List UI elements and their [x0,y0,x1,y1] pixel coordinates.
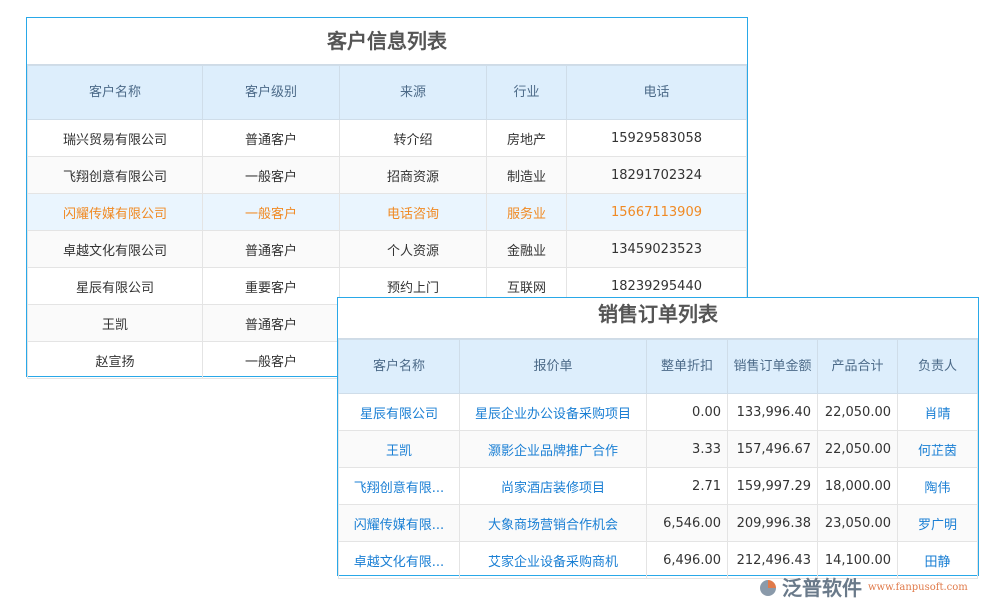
column-header[interactable]: 客户名称 [338,339,460,394]
table-row[interactable]: 卓越文化有限公司 普通客户 个人资源 金融业 13459023523 [27,230,747,268]
table-cell: 22,050.00 [817,393,898,431]
table-cell[interactable]: 灏影企业品牌推广合作 [459,430,647,468]
table-cell: 个人资源 [339,230,487,268]
table-cell[interactable]: 王凯 [338,430,460,468]
table-cell: 一般客户 [202,156,340,194]
column-header[interactable]: 产品合计 [817,339,898,394]
column-header[interactable]: 负责人 [897,339,978,394]
table-cell: 赵宣扬 [27,341,203,379]
table-cell: 209,996.38 [727,504,818,542]
table-cell: 王凯 [27,304,203,342]
table-cell: 22,050.00 [817,430,898,468]
table-cell[interactable]: 星辰企业办公设备采购项目 [459,393,647,431]
column-header[interactable]: 整单折扣 [646,339,728,394]
table-cell: 18291702324 [566,156,747,194]
table-cell[interactable]: 大象商场营销合作机会 [459,504,647,542]
column-header[interactable]: 客户名称 [27,65,203,120]
table-cell: 转介绍 [339,119,487,157]
table-cell: 15667113909 [566,193,747,231]
column-header[interactable]: 客户级别 [202,65,340,120]
column-header[interactable]: 报价单 [459,339,647,394]
table-cell: 飞翔创意有限公司 [27,156,203,194]
table-row[interactable]: 飞翔创意有限公司 一般客户 招商资源 制造业 18291702324 [27,156,747,194]
fanpusoft-logo: 泛普软件 www.fanpusoft.com [760,577,968,599]
table-cell[interactable]: 星辰有限公司 [338,393,460,431]
table-row[interactable]: 飞翔创意有限... 尚家酒店装修项目 2.71 159,997.29 18,000.00… [338,467,978,505]
table-cell: 普通客户 [202,304,340,342]
table-row[interactable]: 星辰有限公司 星辰企业办公设备采购项目 0.00 133,996.40 22,050.0… [338,393,978,431]
table-cell[interactable]: 田静 [897,541,978,579]
table-cell: 电话咨询 [339,193,487,231]
table-row[interactable]: 王凯 灏影企业品牌推广合作 3.33 157,496.67 22,050.00 何芷茵 [338,430,978,468]
table-row[interactable]: 闪耀传媒有限... 大象商场营销合作机会 6,546.00 209,996.38 23,… [338,504,978,542]
table-cell: 招商资源 [339,156,487,194]
logo-url: www.fanpusoft.com [868,582,968,593]
table-cell: 重要客户 [202,267,340,305]
table-cell: 一般客户 [202,341,340,379]
sales-order-list-panel: 销售订单列表 客户名称 报价单 整单折扣 销售订单金额 产品合计 负责人 星辰有限公司 星辰企… [337,297,979,579]
table-row[interactable]: 卓越文化有限... 艾家企业设备采购商机 6,496.00 212,496.43 14,… [338,541,978,579]
table-cell[interactable]: 罗广明 [897,504,978,542]
table-cell[interactable]: 何芷茵 [897,430,978,468]
table-cell: 14,100.00 [817,541,898,579]
table-cell: 普通客户 [202,119,340,157]
table-cell: 瑞兴贸易有限公司 [27,119,203,157]
table-cell: 制造业 [486,156,567,194]
table-row[interactable]: 瑞兴贸易有限公司 普通客户 转介绍 房地产 15929583058 [27,119,747,157]
table-cell: 212,496.43 [727,541,818,579]
logo-brand: 泛普软件 [782,576,862,600]
table-cell: 18,000.00 [817,467,898,505]
column-header[interactable]: 电话 [566,65,747,120]
customer-list-title: 客户信息列表 [27,18,747,65]
table-cell[interactable]: 尚家酒店装修项目 [459,467,647,505]
column-header[interactable]: 来源 [339,65,487,120]
table-cell[interactable]: 卓越文化有限... [338,541,460,579]
table-cell: 闪耀传媒有限公司 [27,193,203,231]
table-cell: 23,050.00 [817,504,898,542]
table-cell: 星辰有限公司 [27,267,203,305]
table-cell: 普通客户 [202,230,340,268]
table-cell[interactable]: 艾家企业设备采购商机 [459,541,647,579]
table-cell: 6,496.00 [646,541,728,579]
table-cell: 159,997.29 [727,467,818,505]
table-cell: 房地产 [486,119,567,157]
logo-icon [760,580,776,596]
table-cell[interactable]: 闪耀传媒有限... [338,504,460,542]
table-cell: 3.33 [646,430,728,468]
table-row[interactable]: 闪耀传媒有限公司 一般客户 电话咨询 服务业 15667113909 [27,193,747,231]
table-cell: 一般客户 [202,193,340,231]
table-cell: 15929583058 [566,119,747,157]
table-cell[interactable]: 肖晴 [897,393,978,431]
table-cell: 0.00 [646,393,728,431]
table-cell: 157,496.67 [727,430,818,468]
table-cell[interactable]: 飞翔创意有限... [338,467,460,505]
column-header[interactable]: 行业 [486,65,567,120]
table-cell: 2.71 [646,467,728,505]
table-cell: 6,546.00 [646,504,728,542]
sales-order-list-title: 销售订单列表 [338,298,978,339]
table-cell: 服务业 [486,193,567,231]
table-cell: 133,996.40 [727,393,818,431]
table-cell: 金融业 [486,230,567,268]
sales-order-table: 客户名称 报价单 整单折扣 销售订单金额 产品合计 负责人 星辰有限公司 星辰企业办公设备采购… [338,339,978,579]
table-cell: 卓越文化有限公司 [27,230,203,268]
table-cell: 13459023523 [566,230,747,268]
table-cell[interactable]: 陶伟 [897,467,978,505]
column-header[interactable]: 销售订单金额 [727,339,818,394]
